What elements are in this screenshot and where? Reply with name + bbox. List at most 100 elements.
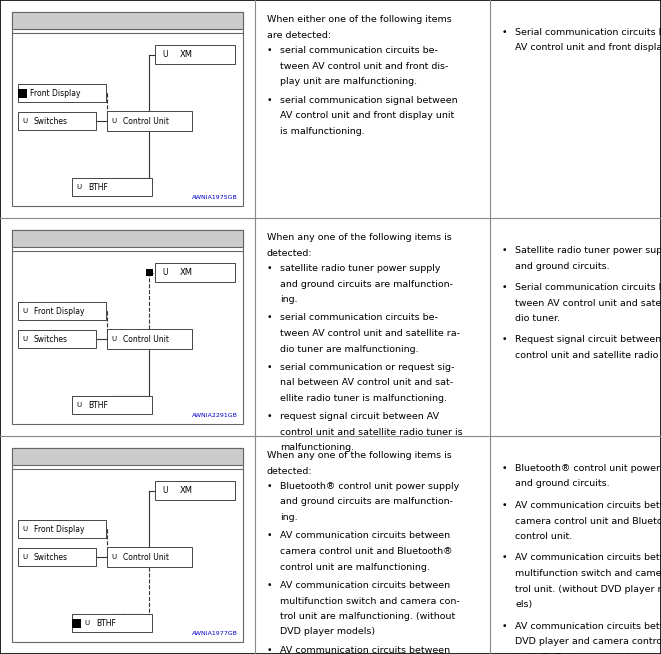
Text: U: U bbox=[162, 50, 167, 59]
Text: AV control unit and front display unit: AV control unit and front display unit bbox=[280, 111, 454, 120]
Bar bbox=[18, 112, 96, 130]
Text: U: U bbox=[84, 620, 89, 626]
Text: tween AV control unit and front dis-: tween AV control unit and front dis- bbox=[280, 61, 448, 71]
Text: •: • bbox=[267, 46, 272, 55]
Text: •: • bbox=[267, 581, 272, 590]
Text: BTHF: BTHF bbox=[96, 619, 116, 627]
Text: trol unit. (without DVD player mod-: trol unit. (without DVD player mod- bbox=[515, 585, 661, 593]
Text: U: U bbox=[22, 526, 27, 532]
Text: •: • bbox=[502, 28, 508, 37]
Text: Control Unit: Control Unit bbox=[123, 116, 169, 126]
Text: Control Unit: Control Unit bbox=[123, 335, 169, 344]
Bar bbox=[12, 230, 243, 424]
Text: control unit are malfunctioning.: control unit are malfunctioning. bbox=[280, 562, 430, 572]
Text: ing.: ing. bbox=[280, 513, 297, 522]
Text: •: • bbox=[267, 532, 272, 540]
Text: and ground circuits are malfunction-: and ground circuits are malfunction- bbox=[280, 498, 453, 506]
Bar bbox=[12, 448, 243, 642]
Text: U: U bbox=[76, 184, 81, 190]
Text: •: • bbox=[267, 646, 272, 654]
Text: serial communication circuits be-: serial communication circuits be- bbox=[280, 313, 438, 322]
Text: DVD player models): DVD player models) bbox=[280, 627, 375, 636]
Text: U: U bbox=[162, 486, 167, 495]
Bar bbox=[146, 269, 153, 276]
Text: When any one of the following items is: When any one of the following items is bbox=[267, 451, 451, 460]
Text: AV communication circuits between: AV communication circuits between bbox=[280, 581, 450, 590]
Bar bbox=[18, 89, 27, 97]
Text: control unit and satellite radio tuner.: control unit and satellite radio tuner. bbox=[515, 351, 661, 360]
Text: multifunction switch and camera con-: multifunction switch and camera con- bbox=[280, 596, 460, 606]
Text: are detected:: are detected: bbox=[267, 31, 331, 39]
Text: and ground circuits.: and ground circuits. bbox=[515, 262, 609, 271]
Text: camera control unit and Bluetooth®: camera control unit and Bluetooth® bbox=[280, 547, 453, 556]
Text: U: U bbox=[22, 308, 27, 314]
Text: AV communication circuits between: AV communication circuits between bbox=[515, 501, 661, 510]
Text: AWNIA1975GB: AWNIA1975GB bbox=[192, 195, 238, 200]
Text: Switches: Switches bbox=[34, 116, 68, 126]
Text: •: • bbox=[502, 464, 508, 473]
Text: U: U bbox=[111, 336, 116, 342]
Text: U: U bbox=[162, 268, 167, 277]
Text: Satellite radio tuner power supply: Satellite radio tuner power supply bbox=[515, 246, 661, 255]
Text: serial communication signal between: serial communication signal between bbox=[280, 95, 457, 105]
Text: AV communication circuits between: AV communication circuits between bbox=[280, 646, 450, 654]
Text: XM: XM bbox=[180, 486, 193, 495]
Text: trol unit are malfunctioning. (without: trol unit are malfunctioning. (without bbox=[280, 612, 455, 621]
Text: •: • bbox=[267, 413, 272, 421]
Text: •: • bbox=[502, 246, 508, 255]
Text: camera control unit and Bluetooth®: camera control unit and Bluetooth® bbox=[515, 517, 661, 526]
Bar bbox=[12, 448, 243, 465]
Text: (with DVD player models): (with DVD player models) bbox=[515, 653, 637, 654]
Text: U: U bbox=[22, 554, 27, 560]
Text: and ground circuits.: and ground circuits. bbox=[515, 479, 609, 489]
Bar bbox=[12, 12, 243, 206]
Text: AV communication circuits between: AV communication circuits between bbox=[515, 621, 661, 630]
Text: Front Display: Front Display bbox=[30, 89, 81, 97]
Text: When any one of the following items is: When any one of the following items is bbox=[267, 233, 451, 242]
Bar bbox=[107, 329, 192, 349]
Text: satellite radio tuner power supply: satellite radio tuner power supply bbox=[280, 264, 440, 273]
Text: •: • bbox=[502, 336, 508, 345]
Text: Control Unit: Control Unit bbox=[123, 553, 169, 562]
Bar bbox=[155, 481, 235, 500]
Text: Serial communication circuits between: Serial communication circuits between bbox=[515, 28, 661, 37]
Bar bbox=[18, 548, 96, 566]
Text: control unit and satellite radio tuner is: control unit and satellite radio tuner i… bbox=[280, 428, 463, 437]
Bar bbox=[72, 619, 81, 627]
Text: •: • bbox=[502, 621, 508, 630]
Text: •: • bbox=[502, 501, 508, 510]
Bar bbox=[12, 12, 243, 29]
Text: •: • bbox=[267, 363, 272, 372]
Text: AV control unit and front display unit.: AV control unit and front display unit. bbox=[515, 44, 661, 52]
Text: U: U bbox=[22, 118, 27, 124]
Text: U: U bbox=[111, 118, 116, 124]
Text: •: • bbox=[267, 95, 272, 105]
Bar bbox=[155, 263, 235, 282]
Text: request signal circuit between AV: request signal circuit between AV bbox=[280, 413, 439, 421]
Bar bbox=[18, 84, 106, 102]
Text: AWNIA2291GB: AWNIA2291GB bbox=[192, 413, 238, 418]
Text: Switches: Switches bbox=[34, 335, 68, 344]
Text: nal between AV control unit and sat-: nal between AV control unit and sat- bbox=[280, 379, 453, 388]
Bar bbox=[18, 520, 106, 538]
Text: BTHF: BTHF bbox=[88, 400, 108, 409]
Bar bbox=[107, 111, 192, 131]
Text: XM: XM bbox=[180, 50, 193, 59]
Text: •: • bbox=[267, 313, 272, 322]
Text: Request signal circuit between AV: Request signal circuit between AV bbox=[515, 336, 661, 345]
Text: malfunctioning.: malfunctioning. bbox=[280, 443, 354, 453]
Text: Bluetooth® control unit power supply: Bluetooth® control unit power supply bbox=[515, 464, 661, 473]
Bar bbox=[72, 614, 152, 632]
Text: Front Display: Front Display bbox=[34, 525, 85, 534]
Text: AV communication circuits between: AV communication circuits between bbox=[515, 553, 661, 562]
Text: •: • bbox=[267, 264, 272, 273]
Bar bbox=[72, 396, 152, 414]
Text: is malfunctioning.: is malfunctioning. bbox=[280, 126, 365, 135]
Text: XM: XM bbox=[180, 268, 193, 277]
Text: Front Display: Front Display bbox=[34, 307, 85, 316]
Text: •: • bbox=[502, 283, 508, 292]
Text: U: U bbox=[22, 336, 27, 342]
Text: serial communication circuits be-: serial communication circuits be- bbox=[280, 46, 438, 55]
Text: BTHF: BTHF bbox=[88, 182, 108, 192]
Text: tween AV control unit and satellite ra-: tween AV control unit and satellite ra- bbox=[280, 329, 460, 338]
